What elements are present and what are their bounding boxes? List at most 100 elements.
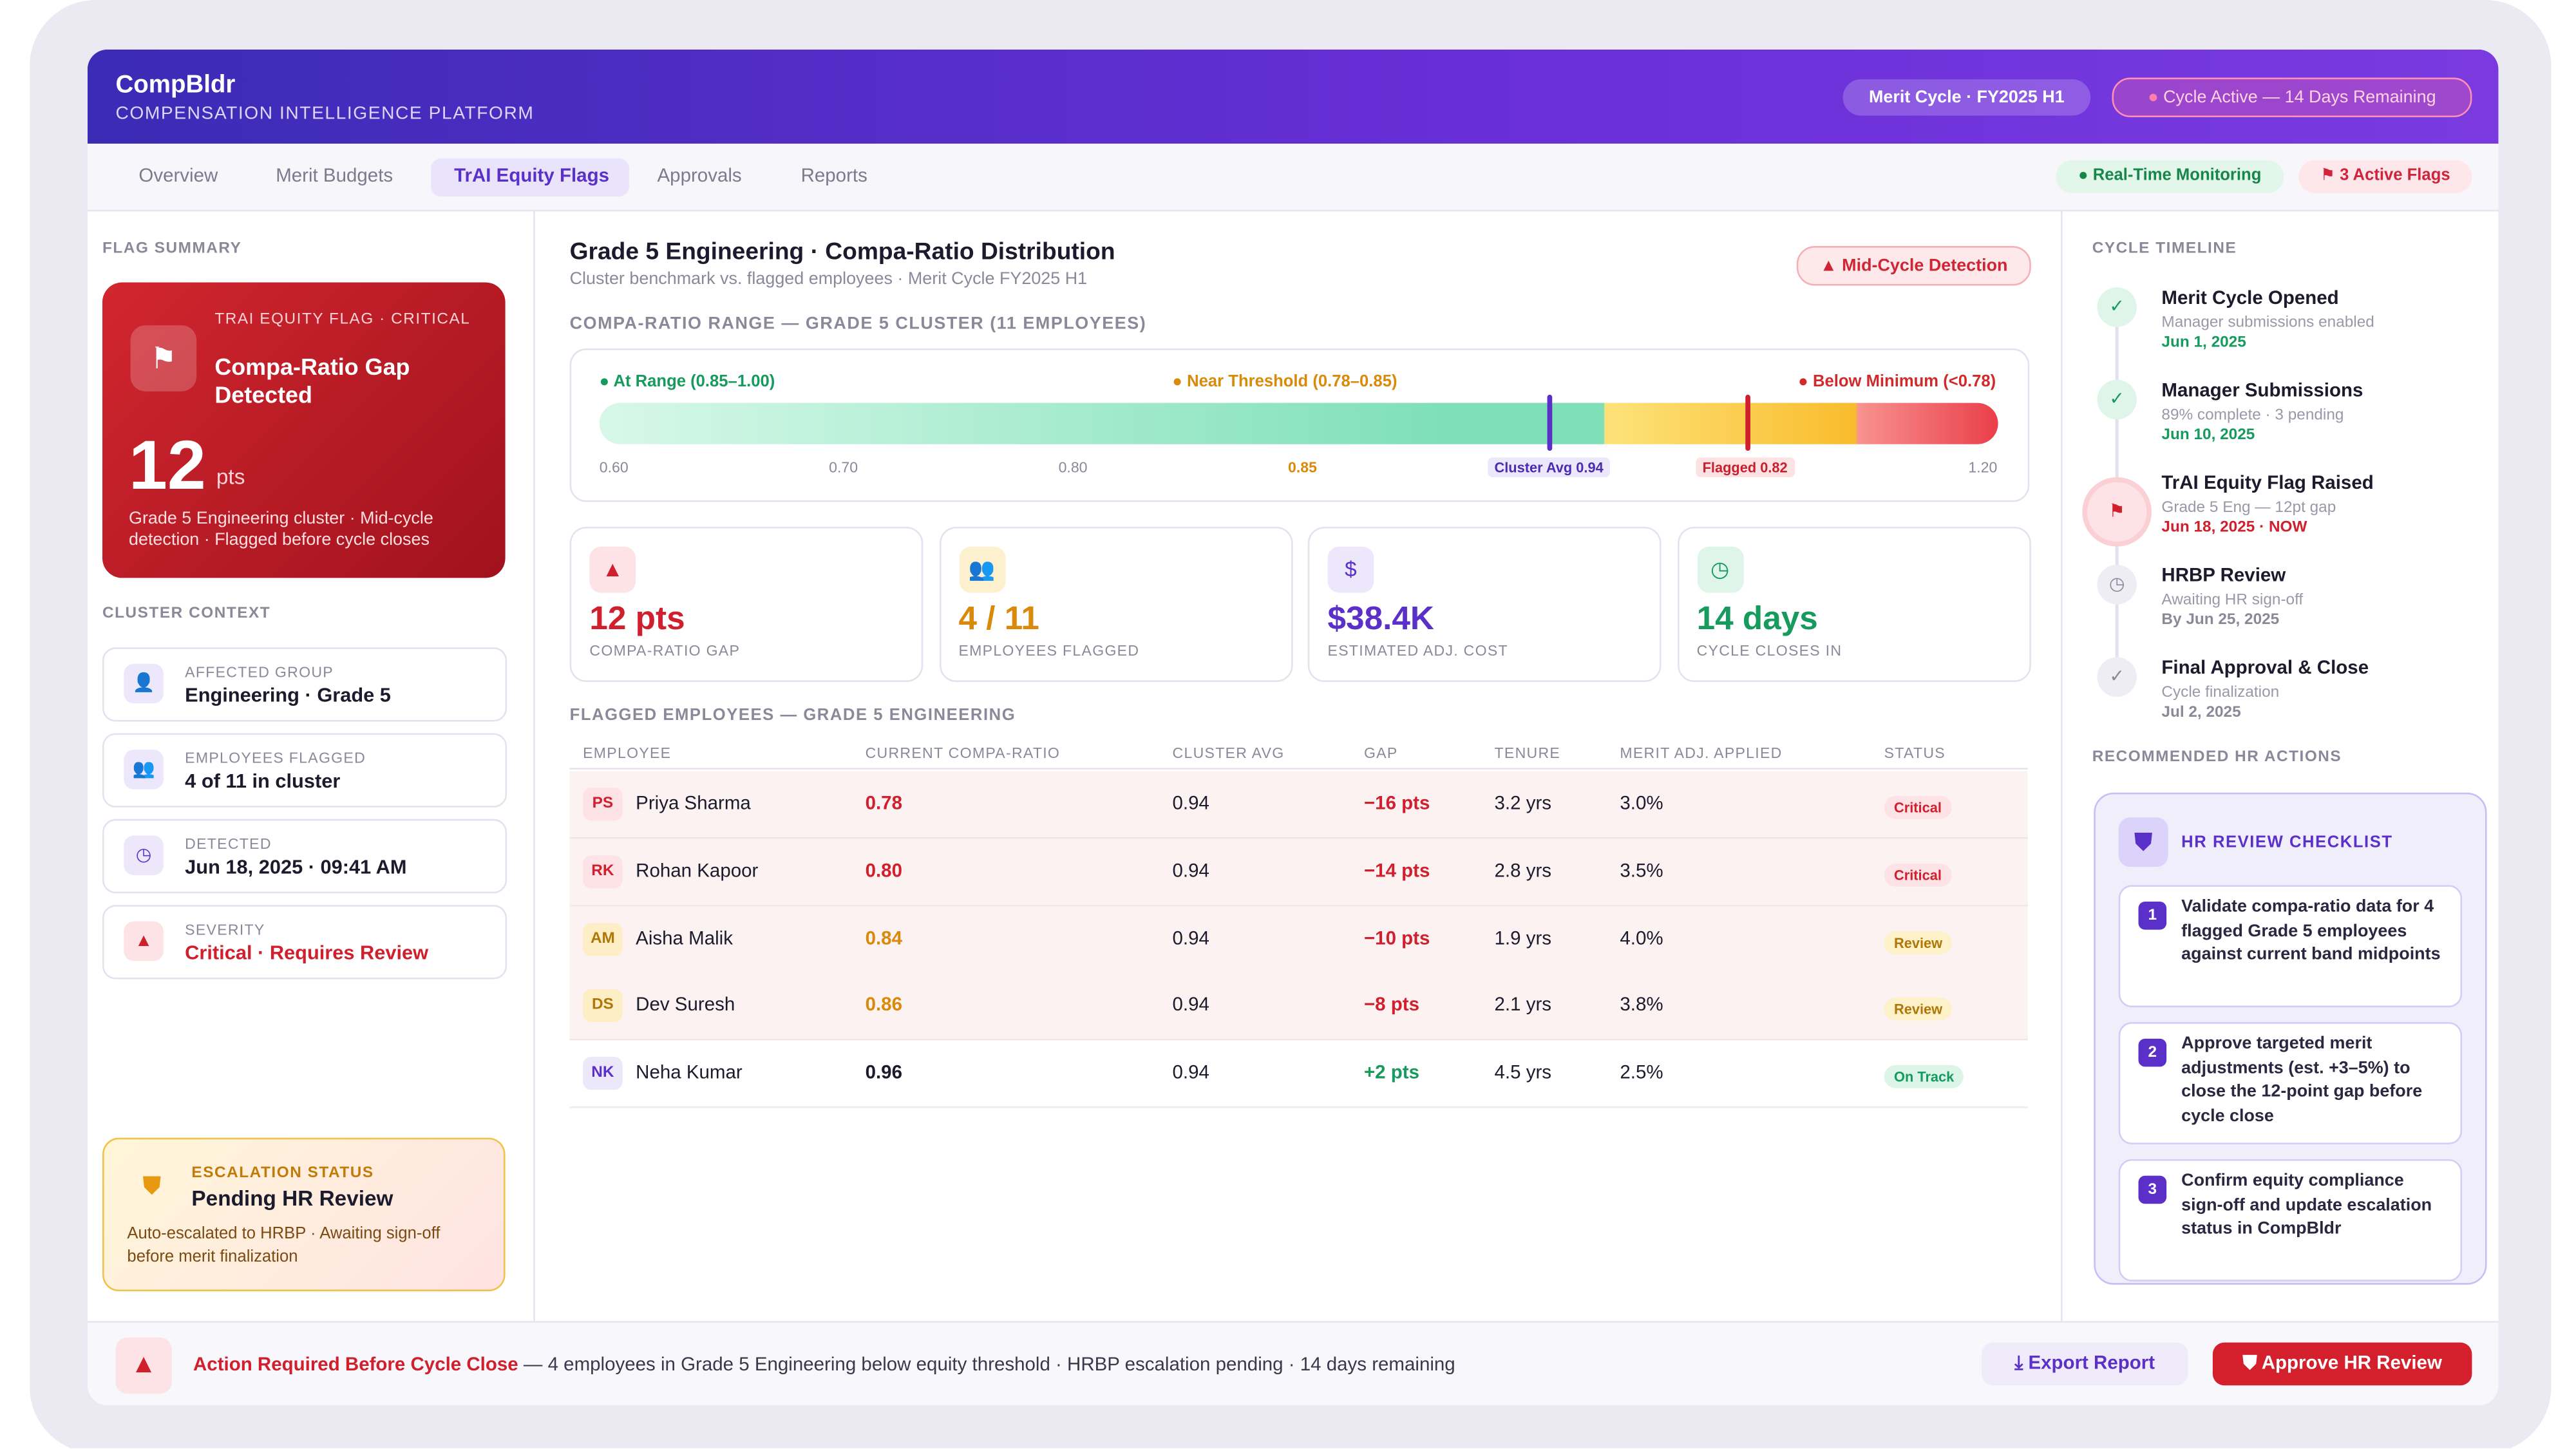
flag-card (102, 282, 506, 578)
nav-tab[interactable]: Merit Budgets (276, 166, 393, 187)
avg-marker (1547, 394, 1553, 451)
monitoring-pill: ● Real-Time Monitoring (2056, 160, 2284, 193)
status-pill: ● Cycle Active — 14 Days Remaining (2112, 77, 2472, 118)
timeline-icon: ✓ (2097, 657, 2137, 697)
timeline-icon: ✓ (2097, 287, 2137, 327)
merit-adj: 3.0% (1620, 794, 1663, 815)
legend-item: ● Below Minimum (<0.78) (1798, 373, 1996, 392)
avatar: DS (583, 989, 623, 1023)
gap: −16 pts (1363, 794, 1430, 815)
badge-text: Mid-Cycle Detection (1842, 256, 2008, 276)
nav-tab[interactable]: Approvals (657, 166, 742, 187)
event-title: Manager Submissions (2161, 381, 2363, 402)
legend-item: ● Near Threshold (0.78–0.85) (1172, 373, 1397, 392)
section-heading: RECOMMENDED HR ACTIONS (2092, 748, 2342, 766)
event-detail: 89% complete · 3 pending (2161, 406, 2344, 424)
context-icon: ◷ (124, 835, 164, 875)
kpi-label: COMPA-RATIO GAP (589, 642, 741, 659)
timeline-icon: ◷ (2097, 564, 2137, 605)
scale-label: 0.80 (1058, 459, 1088, 476)
column-header: MERIT ADJ. APPLIED (1620, 744, 1783, 762)
avatar: PS (583, 788, 623, 821)
cluster-avg: 0.94 (1172, 794, 1209, 815)
cycle-pill: Merit Cycle · FY2025 H1 (1842, 79, 2091, 116)
nav-tab[interactable]: Overview (138, 166, 218, 187)
context-value: Jun 18, 2025 · 09:41 AM (185, 855, 407, 879)
tenure: 3.2 yrs (1494, 794, 1552, 815)
tenure: 2.1 yrs (1494, 996, 1552, 1016)
event-date: Jun 1, 2025 (2161, 333, 2246, 352)
context-label: DETECTED (185, 835, 272, 853)
flag-note: Grade 5 Engineering cluster · Mid-cycle … (128, 508, 433, 550)
step-text: Approve targeted merit adjustments (est.… (2181, 1034, 2423, 1126)
flag-value: 12 (128, 426, 206, 504)
tenure: 1.9 yrs (1494, 929, 1552, 949)
table-row[interactable]: DS Dev Suresh 0.86 0.94 −8 pts 2.1 yrs 3.8% Rev… (569, 973, 2028, 1041)
kpi-label: ESTIMATED ADJ. COST (1327, 642, 1508, 659)
avg-label: Cluster Avg 0.94 (1488, 457, 1610, 478)
event-detail: Awaiting HR sign-off (2161, 591, 2304, 610)
column-header: GAP (1363, 744, 1398, 762)
kpi-label: EMPLOYEES FLAGGED (958, 642, 1140, 659)
column-header: TENURE (1494, 744, 1561, 762)
employee-name: Dev Suresh (636, 996, 735, 1016)
range-bar (599, 402, 1998, 444)
legend-text: Below Minimum (<0.78) (1812, 373, 1996, 392)
compa-ratio: 0.86 (865, 996, 903, 1016)
escalation-title: Pending HR Review (191, 1186, 393, 1211)
escalation-card (102, 1137, 506, 1292)
step-number: 2 (2138, 1038, 2167, 1067)
export-button[interactable]: ⤓ Export Report (1981, 1342, 2188, 1386)
header-rule (569, 768, 2028, 770)
flags-pill: ⚑ 3 Active Flags (2298, 160, 2472, 193)
table-row[interactable]: NK Neha Kumar 0.96 0.94 +2 pts 4.5 yrs 2.5% On … (569, 1040, 2028, 1108)
table-row[interactable]: AM Aisha Malik 0.84 0.94 −10 pts 1.9 yrs 4.0% R… (569, 905, 2028, 974)
context-value: Critical · Requires Review (185, 941, 429, 965)
avatar: AM (583, 922, 623, 956)
employee-name: Priya Sharma (636, 794, 751, 815)
context-card (102, 647, 507, 722)
status-pill: Review (1884, 931, 1953, 954)
brand: CompBldr (115, 71, 236, 99)
merit-adj: 2.5% (1620, 1063, 1663, 1084)
table-row[interactable]: PS Priya Sharma 0.78 0.94 −16 pts 3.2 yrs 3.0%… (569, 771, 2028, 839)
context-value: Engineering · Grade 5 (185, 683, 391, 707)
event-title: Merit Cycle Opened (2161, 289, 2339, 309)
legend-text: At Range (0.85–1.00) (613, 373, 775, 392)
scale-label: 0.60 (599, 459, 629, 476)
kpi-value: 12 pts (589, 601, 685, 638)
table-row[interactable]: RK Rohan Kapoor 0.80 0.94 −14 pts 2.8 yrs 3.5%… (569, 838, 2028, 907)
kpi-icon: $ (1327, 546, 1374, 593)
approve-button[interactable]: ⛊ Approve HR Review (2212, 1342, 2472, 1386)
context-icon: 👤 (124, 663, 164, 704)
event-detail: Cycle finalization (2161, 683, 2280, 702)
divider (533, 209, 535, 1323)
flags-text: 3 Active Flags (2340, 166, 2450, 185)
compa-ratio: 0.84 (865, 929, 903, 949)
gap: −14 pts (1363, 861, 1430, 882)
avatar: RK (583, 855, 623, 888)
nav-tab[interactable]: TrAI Equity Flags (454, 166, 609, 187)
brand-subtitle: COMPENSATION INTELLIGENCE PLATFORM (115, 104, 535, 124)
compa-ratio: 0.78 (865, 794, 903, 815)
context-icon: ▲ (124, 921, 164, 961)
timeline-icon: ✓ (2097, 379, 2137, 420)
section-heading: FLAGGED EMPLOYEES — GRADE 5 ENGINEERING (569, 706, 1016, 725)
escalation-note: Auto-escalated to HRBP · Awaiting sign-o… (127, 1225, 440, 1267)
monitoring-text: Real-Time Monitoring (2092, 166, 2262, 185)
flag-label: Flagged 0.82 (1696, 457, 1794, 478)
nav-tab[interactable]: Reports (800, 166, 867, 187)
section-heading: CLUSTER CONTEXT (102, 604, 271, 623)
context-label: AFFECTED GROUP (185, 663, 334, 681)
approve-text: Approve HR Review (2261, 1354, 2442, 1374)
badge: ▲ Mid-Cycle Detection (1796, 246, 2031, 286)
kpi-icon: 👥 (958, 546, 1005, 593)
context-label: EMPLOYEES FLAGGED (185, 750, 366, 766)
kpi-value: 4 / 11 (958, 601, 1039, 638)
section-heading: FLAG SUMMARY (102, 239, 242, 258)
checklist-item (2118, 885, 2463, 1008)
scale-label: 0.85 (1287, 459, 1317, 476)
header (87, 49, 2499, 144)
column-header: CLUSTER AVG (1172, 744, 1285, 762)
